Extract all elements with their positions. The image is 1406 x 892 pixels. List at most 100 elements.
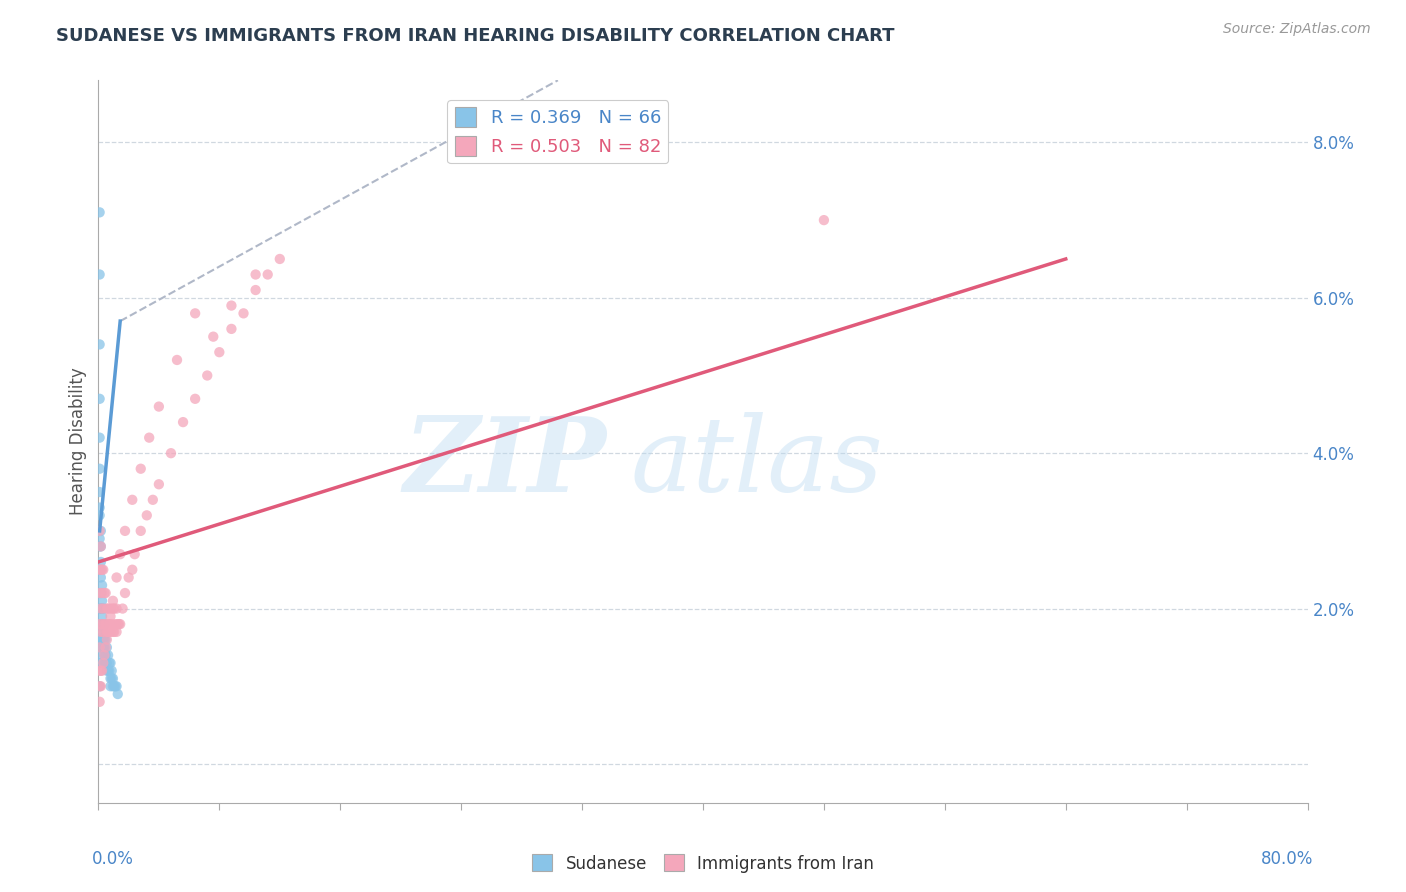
- Point: [98, 617, 121, 632]
- Point: [124, 547, 146, 561]
- Point: [98, 656, 121, 670]
- Point: [100, 656, 122, 670]
- Point: [91, 640, 114, 655]
- Point: [89, 485, 111, 500]
- Point: [245, 268, 267, 282]
- Point: [114, 524, 136, 538]
- Point: [105, 624, 128, 639]
- Point: [121, 492, 143, 507]
- Point: [105, 570, 128, 584]
- Point: [90, 586, 112, 600]
- Point: [105, 601, 128, 615]
- Point: [91, 624, 114, 639]
- Point: [90, 624, 112, 639]
- Text: ZIP: ZIP: [404, 412, 606, 514]
- Point: [90, 617, 112, 632]
- Point: [93, 586, 115, 600]
- Point: [91, 632, 114, 647]
- Point: [104, 679, 127, 693]
- Point: [96, 624, 118, 639]
- Point: [91, 624, 114, 639]
- Point: [89, 268, 111, 282]
- Point: [91, 632, 114, 647]
- Point: [103, 679, 125, 693]
- Text: Source: ZipAtlas.com: Source: ZipAtlas.com: [1223, 22, 1371, 37]
- Point: [166, 353, 188, 368]
- Point: [94, 656, 117, 670]
- Point: [107, 687, 129, 701]
- Point: [107, 617, 129, 632]
- Point: [91, 586, 114, 600]
- Point: [89, 695, 111, 709]
- Point: [195, 368, 218, 383]
- Point: [103, 624, 125, 639]
- Point: [101, 679, 124, 693]
- Point: [96, 640, 118, 655]
- Point: [96, 601, 118, 615]
- Point: [160, 446, 183, 460]
- Point: [97, 601, 120, 615]
- Point: [89, 640, 111, 655]
- Point: [111, 601, 134, 615]
- Point: [97, 624, 120, 639]
- Point: [91, 648, 114, 663]
- Point: [256, 268, 278, 282]
- Text: SUDANESE VS IMMIGRANTS FROM IRAN HEARING DISABILITY CORRELATION CHART: SUDANESE VS IMMIGRANTS FROM IRAN HEARING…: [56, 27, 894, 45]
- Point: [91, 594, 114, 608]
- Point: [89, 563, 111, 577]
- Legend: Sudanese, Immigrants from Iran: Sudanese, Immigrants from Iran: [526, 847, 880, 880]
- Point: [101, 594, 124, 608]
- Text: 0.0%: 0.0%: [93, 850, 134, 868]
- Point: [100, 609, 122, 624]
- Legend: R = 0.369   N = 66, R = 0.503   N = 82: R = 0.369 N = 66, R = 0.503 N = 82: [447, 100, 668, 163]
- Point: [90, 601, 112, 615]
- Point: [93, 640, 115, 655]
- Point: [89, 500, 111, 515]
- Point: [114, 586, 136, 600]
- Point: [90, 656, 112, 670]
- Point: [91, 563, 114, 577]
- Point: [89, 664, 111, 678]
- Point: [208, 345, 231, 359]
- Point: [93, 617, 115, 632]
- Point: [91, 664, 114, 678]
- Point: [90, 555, 112, 569]
- Point: [184, 306, 207, 320]
- Point: [89, 532, 111, 546]
- Point: [89, 586, 111, 600]
- Point: [202, 329, 225, 343]
- Point: [94, 656, 117, 670]
- Y-axis label: Hearing Disability: Hearing Disability: [69, 368, 87, 516]
- Point: [101, 601, 124, 615]
- Point: [89, 601, 111, 615]
- Point: [91, 601, 114, 615]
- Point: [129, 461, 152, 475]
- Point: [93, 617, 115, 632]
- Point: [89, 461, 111, 475]
- Point: [97, 648, 120, 663]
- Point: [96, 664, 118, 678]
- Point: [91, 617, 114, 632]
- Point: [94, 632, 117, 647]
- Point: [103, 601, 125, 615]
- Point: [232, 306, 254, 320]
- Point: [93, 648, 115, 663]
- Point: [100, 617, 122, 632]
- Point: [101, 672, 124, 686]
- Text: atlas: atlas: [630, 412, 883, 514]
- Point: [91, 601, 114, 615]
- Point: [94, 640, 117, 655]
- Point: [100, 672, 122, 686]
- Point: [89, 205, 111, 219]
- Point: [90, 540, 112, 554]
- Text: 80.0%: 80.0%: [1261, 850, 1313, 868]
- Point: [104, 617, 127, 632]
- Point: [91, 656, 114, 670]
- Point: [90, 540, 112, 554]
- Point: [148, 477, 170, 491]
- Point: [100, 601, 122, 615]
- Point: [108, 547, 131, 561]
- Point: [89, 679, 111, 693]
- Point: [221, 299, 243, 313]
- Point: [101, 624, 124, 639]
